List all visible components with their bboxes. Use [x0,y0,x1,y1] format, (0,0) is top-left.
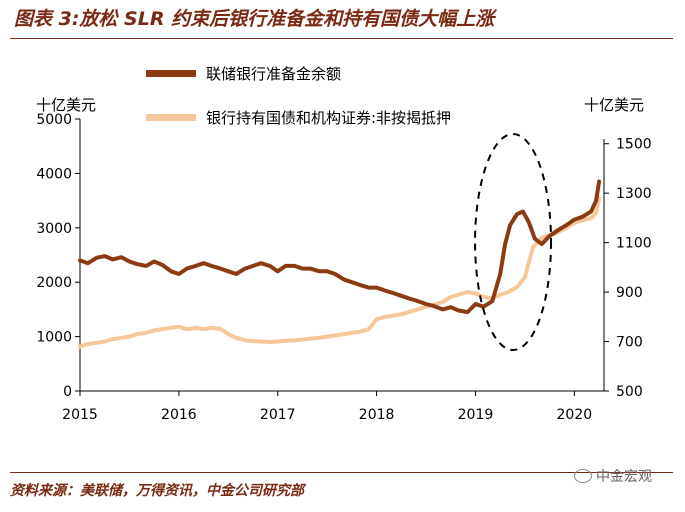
x-tick-label: 2016 [161,407,197,423]
series-line-treasuries [78,196,602,349]
left-tick-label: 2000 [36,275,72,291]
source-note: 资料来源：美联储，万得资讯，中金公司研究部 [10,483,304,499]
x-tick-label: 2017 [260,407,296,423]
x-tick-label: 2020 [557,407,593,423]
right-tick-label: 1300 [616,186,652,202]
series-line-reserves [78,179,602,315]
source-divider [10,472,673,473]
right-tick-label: 900 [616,285,643,301]
x-tick-label: 2018 [359,407,395,423]
right-axis-unit: 十亿美元 [584,96,645,114]
chart-plot: 0 1000 2000 3000 4000 5000 500 700 900 1100 1300 15… [36,112,652,423]
chart-title: 图表 3:放松 SLR 约束后银行准备金和持有国债大幅上涨 [14,8,495,30]
left-axis-unit: 十亿美元 [36,96,97,114]
left-tick-label: 1000 [36,330,72,346]
legend-item-reserves: 联储银行准备金余额 [146,58,451,88]
annotation-ellipse [474,133,553,351]
legend-item-treasuries: 银行持有国债和机构证券:非按揭抵押 [146,102,451,132]
right-tick-label: 1500 [616,137,652,153]
legend: 联储银行准备金余额 银行持有国债和机构证券:非按揭抵押 [146,58,451,146]
x-tick-label: 2015 [62,407,98,423]
legend-swatch-reserves [146,69,196,77]
legend-label-treasuries: 银行持有国债和机构证券:非按揭抵押 [206,108,452,127]
legend-label-reserves: 联储银行准备金余额 [206,64,342,83]
right-tick-label: 1100 [616,236,652,252]
left-tick-label: 5000 [36,112,72,128]
right-tick-label: 500 [616,384,643,400]
left-tick-label: 0 [63,384,72,400]
right-tick-label: 700 [616,335,643,351]
x-tick-label: 2019 [458,407,494,423]
legend-swatch-treasuries [146,113,196,121]
left-tick-label: 4000 [36,166,72,182]
watermark-text: 中金宏观 [596,469,652,485]
watermark: 中金宏观 [574,466,652,486]
title-divider [10,38,673,39]
left-tick-label: 3000 [36,221,72,237]
wechat-icon [574,469,592,483]
